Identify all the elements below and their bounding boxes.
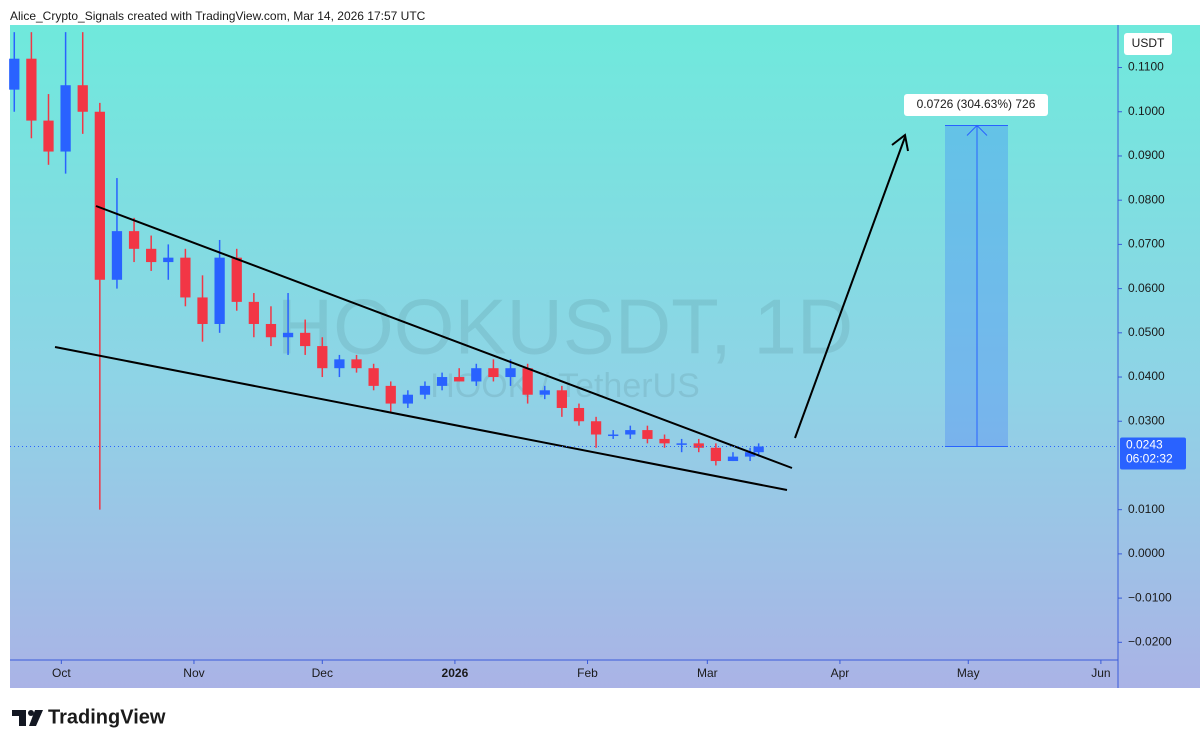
- candle-body: [590, 421, 602, 435]
- candle-body: [265, 323, 277, 338]
- projection-arrow-head: [966, 124, 988, 136]
- candle-body: [351, 359, 362, 369]
- y-tick-label: 0.1100: [1128, 60, 1164, 74]
- candle-body: [94, 111, 105, 280]
- candle-body: [111, 231, 123, 280]
- candle-body: [744, 452, 756, 457]
- x-tick-label: Apr: [831, 666, 850, 680]
- candle-body: [488, 368, 499, 378]
- candle-body: [128, 231, 140, 249]
- candle-body: [659, 438, 670, 444]
- candle-body: [9, 58, 20, 90]
- candle-body: [163, 257, 174, 263]
- arrow-head: [891, 133, 909, 152]
- x-tick-label: Feb: [577, 666, 598, 680]
- wedge-upper: [95, 205, 793, 469]
- last-price: 0.0243: [1126, 438, 1163, 452]
- y-tick-label: 0.0600: [1128, 281, 1165, 295]
- candle-body: [334, 359, 345, 369]
- candle-body: [753, 446, 764, 453]
- x-tick-label: Mar: [697, 666, 718, 680]
- x-tick-label: 2026: [442, 666, 469, 680]
- candle-body: [317, 346, 328, 369]
- y-tick-label: 0.0100: [1128, 502, 1165, 516]
- logo-icon: [12, 710, 43, 726]
- candle-body: [642, 430, 653, 439]
- candle-body: [26, 58, 37, 121]
- candle-body: [676, 443, 687, 445]
- y-tick-label: 0.0800: [1128, 192, 1165, 206]
- candle-body: [436, 377, 448, 386]
- header: Alice_Crypto_Signals created with Tradin…: [10, 9, 426, 23]
- candle-body: [727, 456, 739, 462]
- logo: TradingView: [48, 706, 166, 728]
- candle-body: [231, 257, 242, 302]
- candle-body: [608, 434, 619, 437]
- candle-body: [539, 390, 550, 395]
- candle-body: [146, 248, 157, 263]
- y-tick-label: 0.0700: [1128, 237, 1165, 251]
- x-tick-label: Dec: [312, 666, 333, 680]
- candle-body: [471, 368, 482, 382]
- candle-body: [180, 257, 191, 298]
- watermark-symbol: HOOKUSDT, 1D: [277, 283, 853, 371]
- footer: [0, 688, 1200, 747]
- candle-body: [625, 430, 636, 435]
- x-tick-label: May: [957, 666, 980, 680]
- candle-body: [710, 447, 722, 462]
- currency: USDT: [1132, 36, 1165, 50]
- candle-body: [77, 85, 88, 112]
- candle-body: [522, 368, 533, 395]
- candle-body: [693, 443, 704, 448]
- candle-body: [505, 368, 516, 378]
- candle-body: [402, 394, 413, 404]
- arrow: [794, 136, 906, 439]
- last-price-box: [1120, 437, 1186, 470]
- candle-body: [573, 407, 585, 422]
- y-tick-label: −0.0200: [1128, 634, 1172, 648]
- x-tick-label: Jun: [1091, 666, 1110, 680]
- candle-body: [43, 120, 54, 152]
- candle-body: [454, 377, 465, 382]
- x-tick-label: Oct: [52, 666, 71, 680]
- chart-background: [10, 25, 1200, 688]
- y-tick-label: 0.0900: [1128, 148, 1165, 162]
- y-tick-label: 0.0000: [1128, 546, 1165, 560]
- countdown: 06:02:32: [1126, 452, 1173, 466]
- candle-body: [60, 85, 71, 152]
- candle-body: [419, 385, 431, 395]
- candle-body: [214, 257, 225, 324]
- candle-body: [248, 301, 259, 324]
- candle-body: [197, 297, 208, 324]
- y-tick-label: −0.0100: [1128, 590, 1172, 604]
- candle-body: [282, 332, 294, 338]
- y-tick-label: 0.0300: [1128, 413, 1165, 427]
- projection-label-box: [904, 94, 1048, 116]
- candle-body: [385, 385, 396, 404]
- currency-box: [1124, 33, 1172, 55]
- marks: [9, 32, 764, 510]
- candle-body: [556, 390, 567, 408]
- y-tick-label: 0.0500: [1128, 325, 1165, 339]
- projection-label: 0.0726 (304.63%) 726: [917, 97, 1036, 111]
- y-tick-label: 0.0400: [1128, 369, 1165, 383]
- x-tick-label: Nov: [183, 666, 204, 680]
- candle-body: [300, 332, 311, 347]
- candle-body: [368, 368, 379, 386]
- wedge-lower: [54, 346, 788, 491]
- y-tick-label: 0.1000: [1128, 104, 1165, 118]
